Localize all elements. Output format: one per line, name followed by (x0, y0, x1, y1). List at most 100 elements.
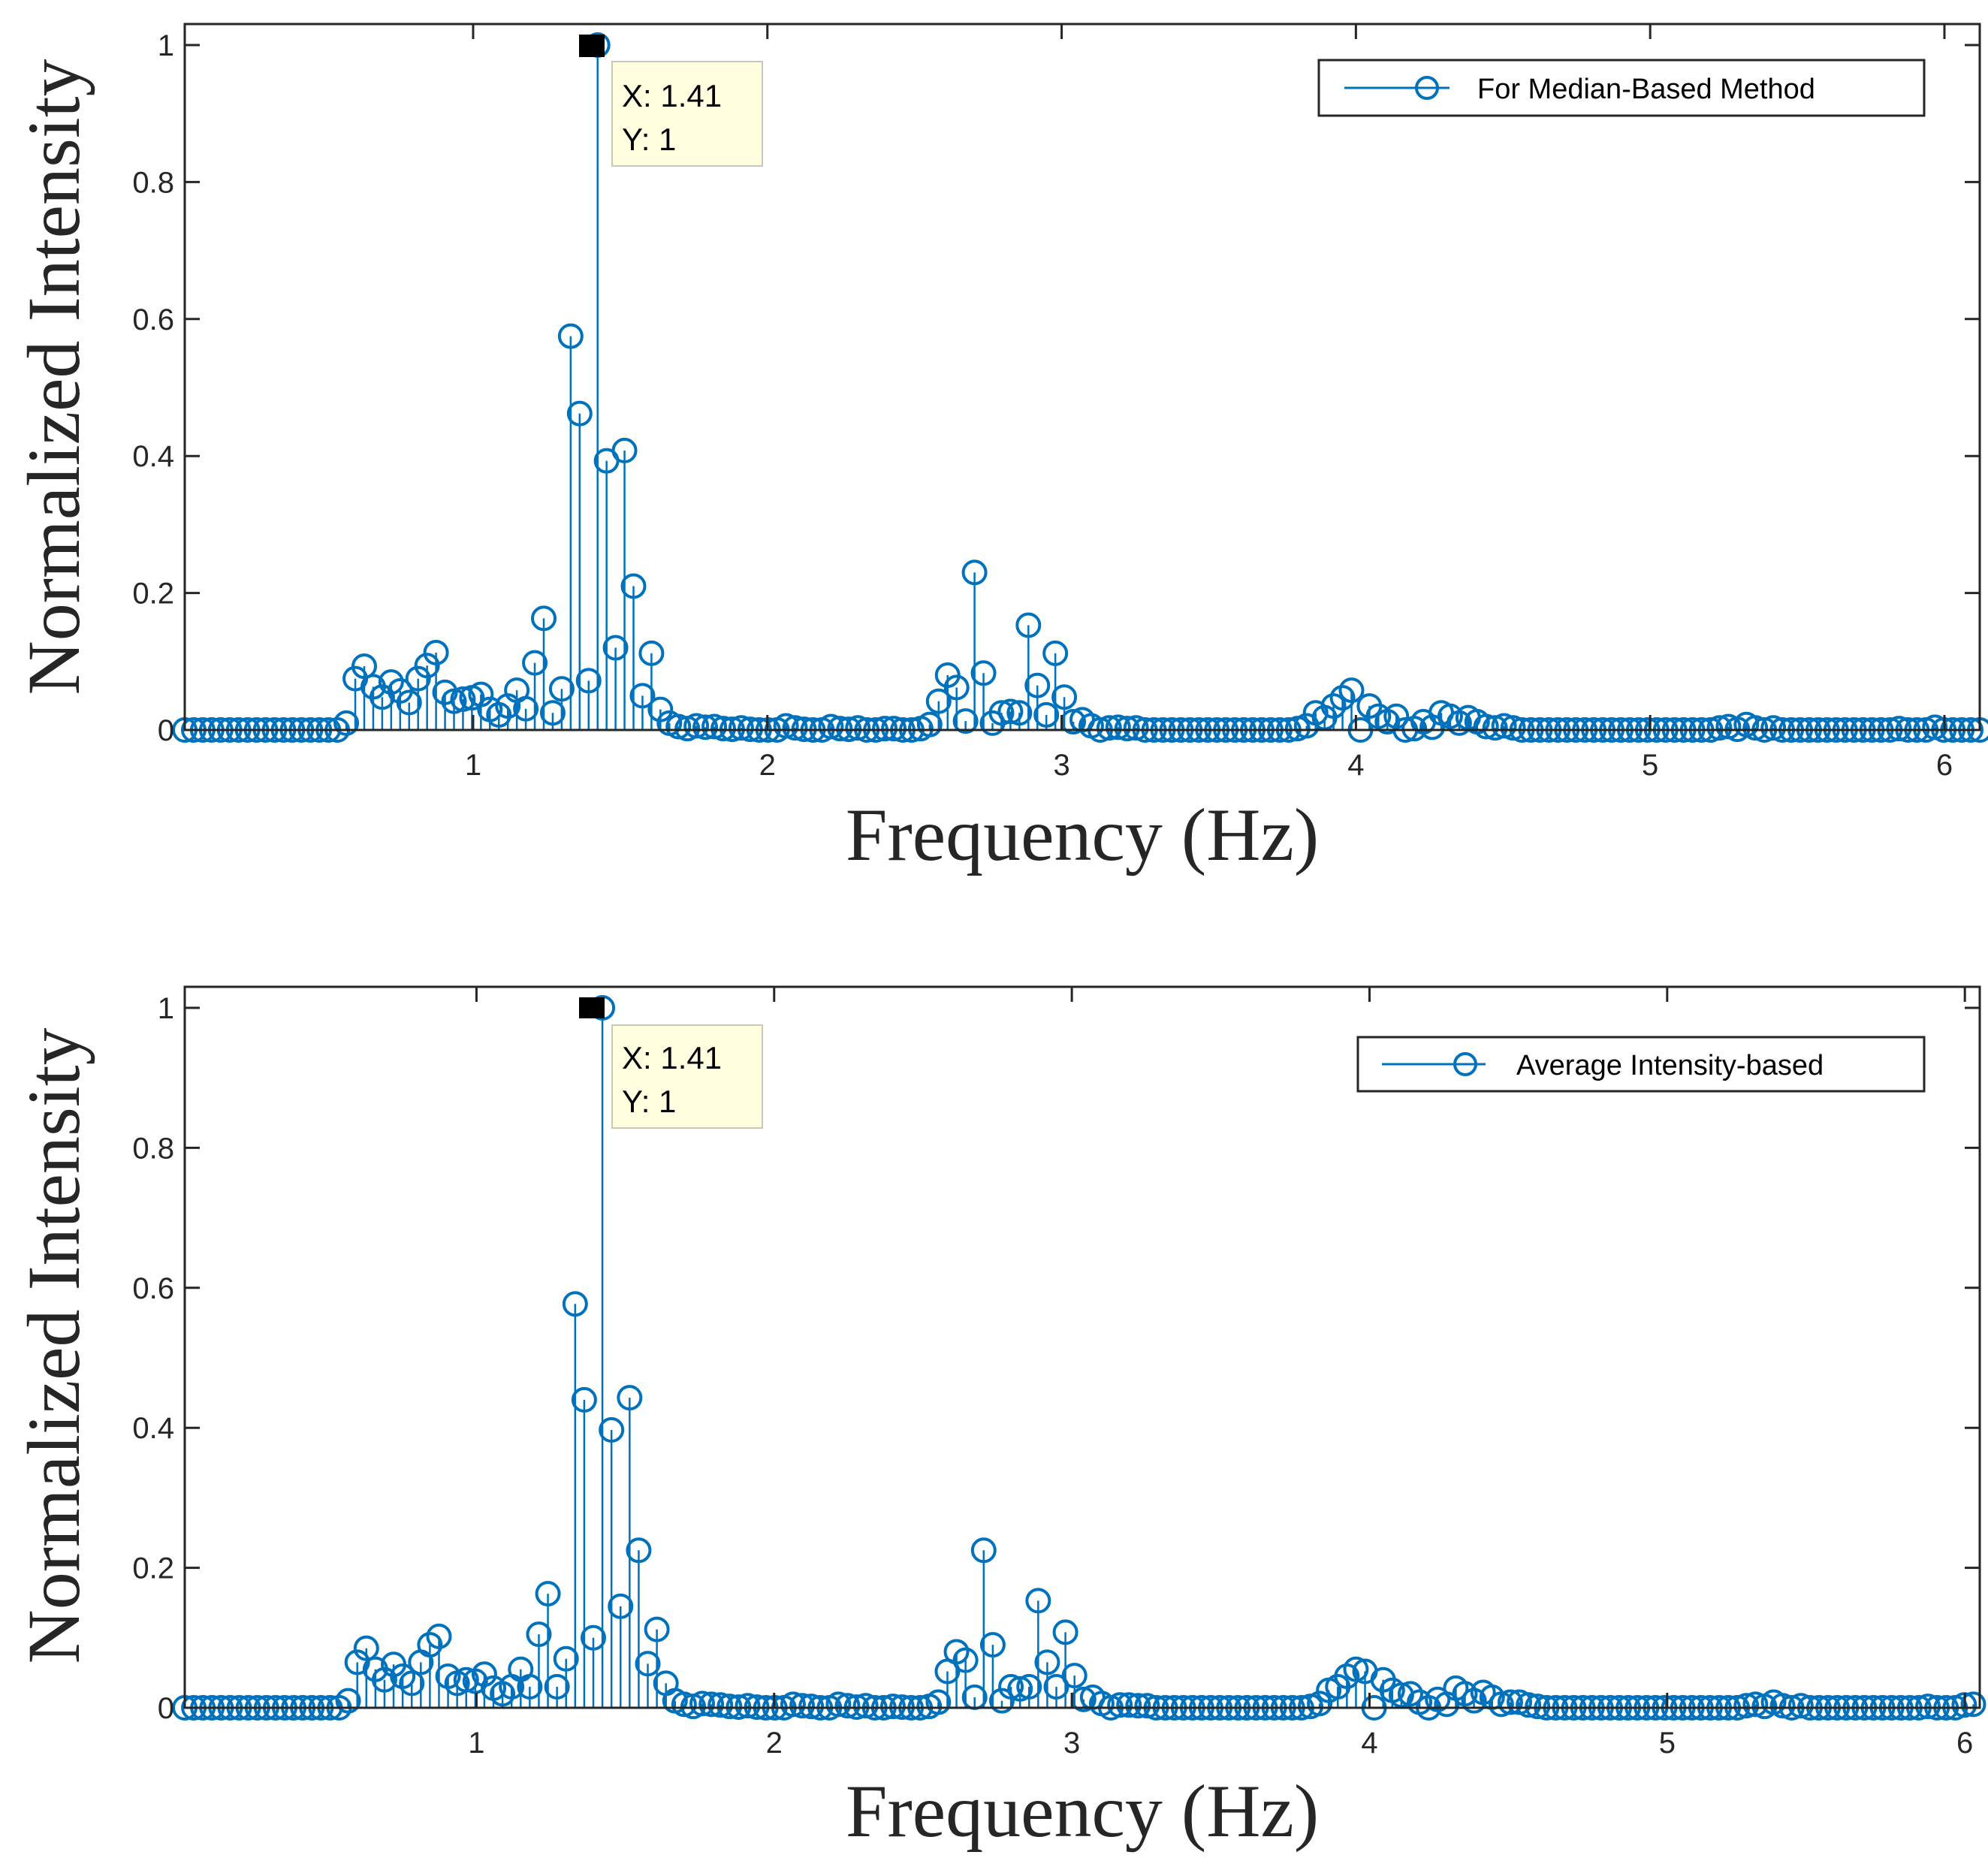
stem-marker (916, 711, 943, 737)
stem-marker (626, 1537, 652, 1564)
y-tick-label: 0 (158, 714, 174, 747)
median-based-panel: 0 0.2 0.4 0.6 0.8 1 1 2 3 4 5 6 Frequency (Hz) Nor… (12, 23, 1988, 876)
x-tick-label: 2 (766, 1727, 783, 1760)
stem-marker (1497, 1689, 1523, 1715)
stem-marker (665, 713, 692, 740)
stem-marker (780, 1691, 806, 1718)
datatip-x-text: X: 1.41 (622, 1040, 722, 1075)
stem-marker (1114, 716, 1140, 742)
stem-marker (486, 701, 512, 728)
stem-marker (620, 573, 647, 599)
stem-marker (1042, 640, 1069, 666)
stem-marker (608, 1593, 634, 1619)
stem-marker (617, 1385, 643, 1411)
stem-marker (369, 684, 395, 710)
stem-marker (879, 1694, 906, 1720)
stem-marker (599, 1416, 625, 1443)
stem-marker (818, 713, 844, 740)
stem-marker (526, 1621, 552, 1648)
datatip: X: 1.41 Y: 1 (611, 61, 763, 167)
y-tick-label: 0.4 (132, 440, 174, 473)
x-tick-label: 4 (1347, 749, 1364, 782)
stem-marker (426, 1623, 452, 1649)
stem-marker (728, 715, 754, 741)
datatip-x-text: X: 1.41 (622, 78, 722, 113)
stem-marker (1482, 715, 1508, 741)
stem-marker (1338, 677, 1365, 704)
stem-marker (635, 1651, 661, 1677)
stem-marker (1006, 700, 1033, 726)
stem-marker (513, 695, 539, 722)
stem-marker (671, 1691, 697, 1718)
y-tick-label: 1 (158, 29, 174, 62)
stem-marker (1473, 713, 1499, 740)
stem-marker (450, 686, 476, 712)
x-axis-label: Frequency (Hz) (846, 1769, 1319, 1853)
stem-marker (1397, 1681, 1423, 1707)
stem-marker (925, 688, 952, 714)
stem-marker (689, 1691, 716, 1717)
stem-marker (735, 1693, 761, 1719)
y-tick-label: 0 (158, 1692, 174, 1725)
stem-marker (707, 1692, 734, 1718)
legend: Average Intensity-based (1356, 1036, 1926, 1093)
stem-marker (1105, 714, 1131, 740)
stem-marker (1033, 701, 1060, 728)
y-tick-label: 0.2 (132, 578, 174, 611)
x-tick-label: 3 (1063, 1727, 1080, 1760)
stem-marker (716, 1694, 743, 1720)
stem-marker (1886, 716, 1912, 742)
stem-marker (789, 1693, 816, 1719)
y-tick-label: 1 (158, 992, 174, 1025)
stem-marker (782, 715, 808, 741)
stem-marker (562, 1291, 588, 1317)
stem-marker (471, 1661, 497, 1688)
stem-marker (1134, 1693, 1160, 1719)
stem-marker (453, 1666, 479, 1693)
y-tick-label: 0.8 (132, 1132, 174, 1165)
stem-marker (961, 559, 988, 586)
stem-marker (1052, 1619, 1078, 1645)
stem-marker (1787, 1693, 1814, 1719)
stem-marker (644, 1616, 670, 1642)
stem-marker (1960, 1691, 1986, 1718)
stem-marker (979, 1632, 1006, 1658)
stem-marker (1043, 1674, 1069, 1700)
y-axis-label: Normalized Intensity (12, 1028, 95, 1664)
stem-marker (602, 635, 629, 661)
stem-marker (548, 676, 575, 702)
stem-marker (825, 1691, 852, 1718)
x-tick-label: 4 (1361, 1727, 1377, 1760)
stem-marker (988, 1688, 1015, 1714)
stem-marker (1488, 1691, 1514, 1718)
stem-marker (539, 700, 566, 726)
stem-marker (531, 605, 557, 632)
stem-marker (638, 640, 665, 666)
stem-marker (692, 714, 719, 740)
x-tick-label: 2 (759, 749, 776, 782)
stem-marker (399, 1670, 425, 1697)
stem-marker (1419, 714, 1446, 740)
stem-marker (335, 1688, 361, 1714)
stem-marker (1742, 1691, 1769, 1718)
stem-marker (553, 1645, 579, 1672)
datatip-box (611, 61, 763, 167)
stem-marker (414, 653, 440, 679)
stem-marker (575, 668, 602, 694)
stem-marker (1307, 1691, 1333, 1717)
stem-marker (353, 1635, 379, 1661)
stem-marker (698, 1691, 725, 1718)
stem-marker (1096, 715, 1122, 741)
x-tick-label: 1 (468, 1727, 484, 1760)
stem-marker (925, 1689, 952, 1715)
datatip-y-text: Y: 1 (622, 1084, 676, 1119)
x-tick-label: 5 (1659, 1727, 1676, 1760)
y-tick-label: 0.8 (132, 166, 174, 199)
stem-marker (571, 1386, 597, 1413)
stem-marks (172, 32, 1988, 743)
x-axis-label: Frequency (Hz) (846, 793, 1319, 876)
stem-marker (1034, 1649, 1060, 1675)
x-tick-label: 6 (1936, 749, 1953, 782)
stem-marks (172, 995, 1986, 1721)
stem-marker (535, 1581, 561, 1607)
